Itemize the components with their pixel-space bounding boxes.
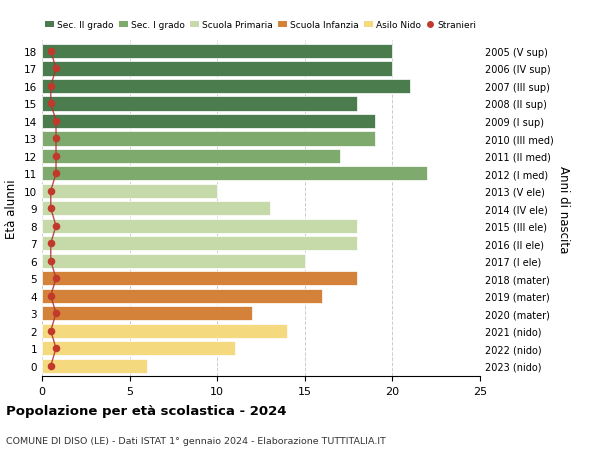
Y-axis label: Età alunni: Età alunni (5, 179, 19, 239)
Point (51, 153, 61, 160)
Point (51, 223, 61, 230)
Point (46, 257, 56, 265)
Bar (42, 167, 427, 181)
Point (46, 292, 56, 300)
Bar (42, 184, 217, 199)
Bar (42, 45, 392, 59)
Bar (42, 202, 270, 216)
Point (46, 83, 56, 90)
Point (46, 327, 56, 335)
Point (46, 362, 56, 369)
Point (51, 66, 61, 73)
Bar (42, 324, 287, 338)
Bar (42, 149, 340, 164)
Point (51, 310, 61, 317)
Bar (42, 114, 375, 129)
Point (51, 275, 61, 282)
Point (46, 101, 56, 108)
Point (51, 118, 61, 125)
Text: COMUNE DI DISO (LE) - Dati ISTAT 1° gennaio 2024 - Elaborazione TUTTITALIA.IT: COMUNE DI DISO (LE) - Dati ISTAT 1° genn… (6, 436, 386, 445)
Bar (42, 132, 375, 146)
Bar (42, 97, 358, 111)
Point (46, 188, 56, 195)
Legend: Sec. II grado, Sec. I grado, Scuola Primaria, Scuola Infanzia, Asilo Nido, Stran: Sec. II grado, Sec. I grado, Scuola Prim… (46, 21, 476, 30)
Point (51, 170, 61, 178)
Bar (42, 341, 235, 356)
Bar (42, 62, 392, 76)
Point (51, 135, 61, 143)
Point (51, 345, 61, 352)
Bar (42, 289, 322, 303)
Bar (42, 236, 358, 251)
Point (46, 240, 56, 247)
Y-axis label: Anni di nascita: Anni di nascita (557, 165, 570, 252)
Bar (42, 359, 147, 373)
Bar (42, 79, 410, 94)
Bar (42, 219, 358, 234)
Bar (42, 254, 305, 269)
Bar (42, 307, 252, 321)
Point (46, 205, 56, 213)
Bar (42, 271, 358, 286)
Point (46, 48, 56, 56)
Text: Popolazione per età scolastica - 2024: Popolazione per età scolastica - 2024 (6, 404, 287, 417)
